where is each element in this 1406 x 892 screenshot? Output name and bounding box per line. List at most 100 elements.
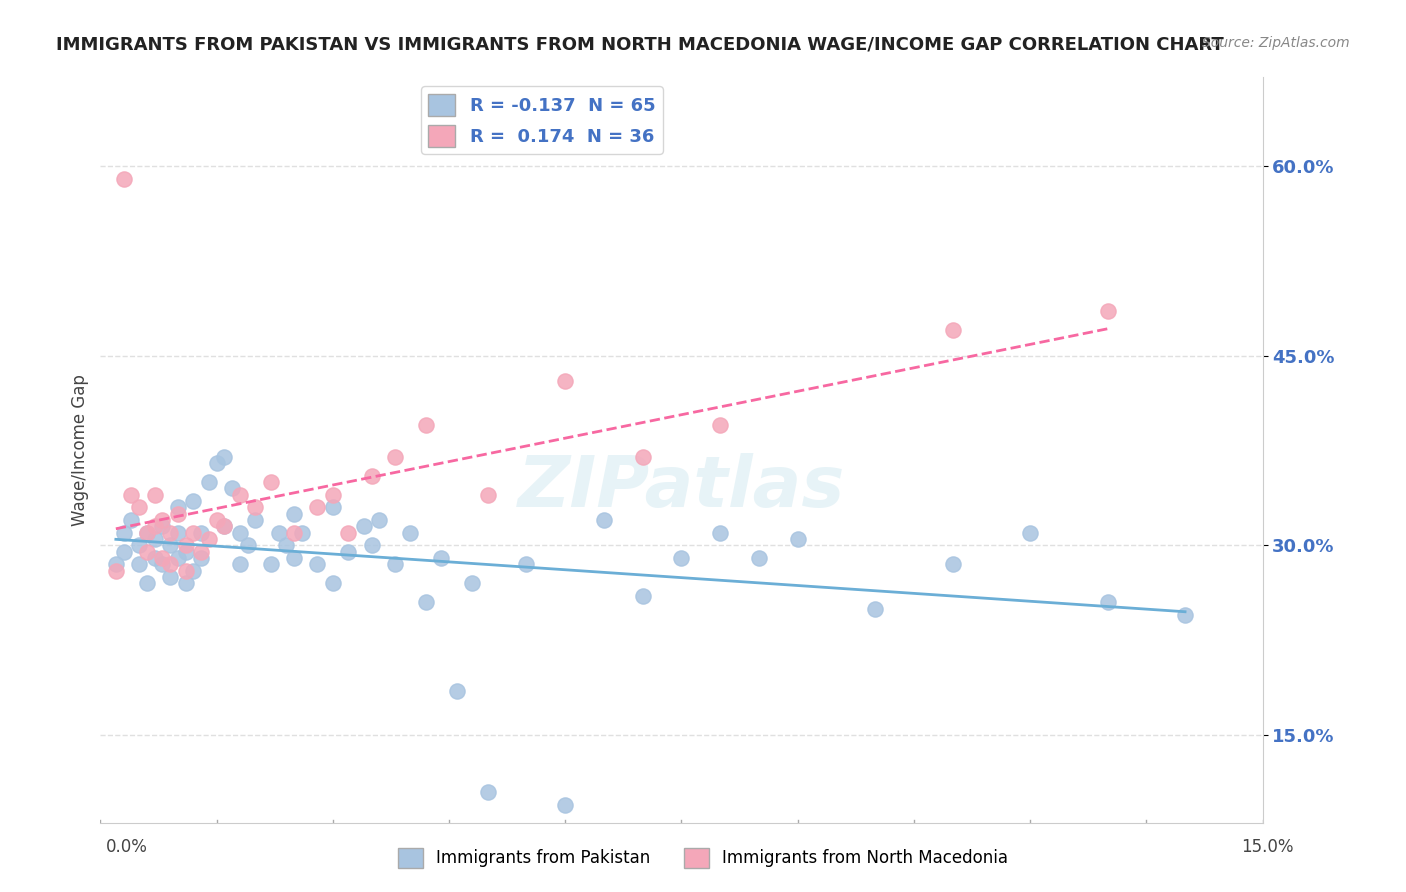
Point [307, 500, 329, 515]
Point [260, 558, 283, 572]
Point [291, 525, 314, 540]
Point [104, 558, 127, 572]
Point [276, 538, 298, 552]
Point [143, 488, 166, 502]
Text: Source: ZipAtlas.com: Source: ZipAtlas.com [1202, 36, 1350, 50]
Point [245, 513, 267, 527]
Point [135, 544, 157, 558]
Y-axis label: Wage/Income Gap: Wage/Income Gap [72, 375, 89, 526]
Point [221, 482, 243, 496]
Point [143, 532, 166, 546]
Point [104, 564, 127, 578]
Point [283, 550, 305, 565]
Point [190, 550, 212, 565]
Legend: R = -0.137  N = 65, R =  0.174  N = 36: R = -0.137 N = 65, R = 0.174 N = 36 [422, 87, 662, 154]
Point [322, 500, 344, 515]
Point [128, 538, 150, 552]
Point [174, 544, 197, 558]
Point [214, 519, 236, 533]
Point [214, 519, 236, 533]
Point [112, 171, 135, 186]
Point [135, 525, 157, 540]
Point [183, 525, 205, 540]
Point [554, 374, 576, 388]
Point [150, 519, 173, 533]
Point [166, 507, 188, 521]
Point [322, 576, 344, 591]
Text: ZIPatlas: ZIPatlas [517, 453, 845, 522]
Point [174, 538, 197, 552]
Point [283, 507, 305, 521]
Point [415, 418, 437, 433]
Point [166, 525, 188, 540]
Text: 15.0%: 15.0% [1241, 838, 1294, 855]
Text: 0.0%: 0.0% [105, 838, 148, 855]
Point [229, 558, 252, 572]
Point [515, 558, 537, 572]
Point [260, 475, 283, 489]
Point [1097, 595, 1119, 609]
Point [214, 450, 236, 464]
Point [143, 519, 166, 533]
Point [430, 550, 453, 565]
Point [135, 525, 157, 540]
Text: IMMIGRANTS FROM PAKISTAN VS IMMIGRANTS FROM NORTH MACEDONIA WAGE/INCOME GAP CORR: IMMIGRANTS FROM PAKISTAN VS IMMIGRANTS F… [56, 36, 1225, 54]
Point [360, 538, 382, 552]
Point [1019, 525, 1042, 540]
Point [477, 785, 499, 799]
Point [384, 558, 406, 572]
Point [337, 544, 360, 558]
Point [190, 525, 212, 540]
Point [554, 797, 576, 812]
Point [477, 488, 499, 502]
Point [236, 538, 259, 552]
Point [942, 323, 965, 337]
Point [283, 525, 305, 540]
Point [709, 525, 731, 540]
Point [190, 544, 212, 558]
Point [1174, 607, 1197, 622]
Point [183, 494, 205, 508]
Point [786, 532, 808, 546]
Point [671, 550, 693, 565]
Legend: Immigrants from Pakistan, Immigrants from North Macedonia: Immigrants from Pakistan, Immigrants fro… [391, 841, 1015, 875]
Point [159, 570, 181, 584]
Point [143, 550, 166, 565]
Point [446, 683, 468, 698]
Point [593, 513, 616, 527]
Point [120, 513, 142, 527]
Point [205, 513, 228, 527]
Point [174, 564, 197, 578]
Point [307, 558, 329, 572]
Point [159, 538, 181, 552]
Point [229, 488, 252, 502]
Point [198, 475, 221, 489]
Point [368, 513, 391, 527]
Point [399, 525, 422, 540]
Point [245, 500, 267, 515]
Point [322, 488, 344, 502]
Point [166, 500, 188, 515]
Point [1097, 304, 1119, 318]
Point [631, 589, 654, 603]
Point [709, 418, 731, 433]
Point [267, 525, 290, 540]
Point [150, 558, 173, 572]
Point [120, 488, 142, 502]
Point [863, 601, 886, 615]
Point [112, 544, 135, 558]
Point [128, 500, 150, 515]
Point [942, 558, 965, 572]
Point [631, 450, 654, 464]
Point [174, 576, 197, 591]
Point [229, 525, 252, 540]
Point [166, 550, 188, 565]
Point [135, 576, 157, 591]
Point [150, 550, 173, 565]
Point [159, 558, 181, 572]
Point [159, 525, 181, 540]
Point [112, 525, 135, 540]
Point [461, 576, 484, 591]
Point [183, 564, 205, 578]
Point [353, 519, 375, 533]
